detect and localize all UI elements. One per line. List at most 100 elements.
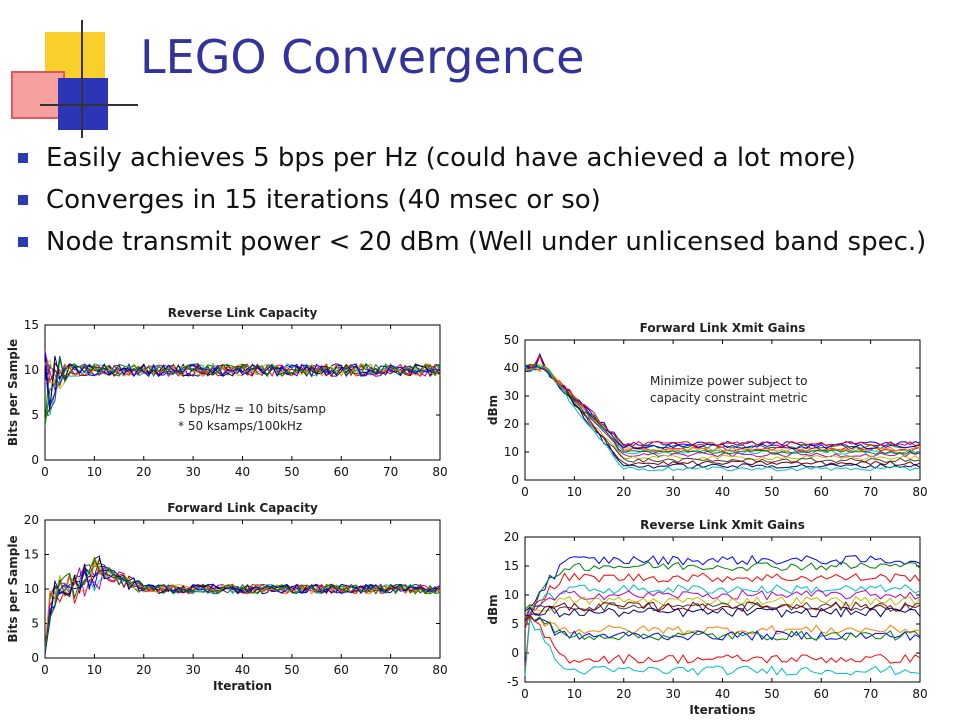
- reverse-link-xmit-gains-chart: Reverse Link Xmit Gains 0 10 20 30 40 50 60 70 80…: [480, 512, 950, 717]
- y-tick-label: 5: [31, 617, 39, 631]
- series-line: [524, 354, 921, 447]
- x-tick-label: 20: [616, 687, 631, 701]
- x-tick-label: 80: [912, 485, 927, 499]
- y-tick-label: 20: [504, 417, 519, 431]
- y-tick-label: 40: [504, 361, 519, 375]
- x-tick-label: 40: [715, 485, 730, 499]
- x-tick-label: 30: [665, 687, 680, 701]
- x-tick-label: 0: [521, 687, 529, 701]
- y-tick-label: 10: [504, 588, 519, 602]
- series-line: [524, 572, 921, 630]
- series-line: [524, 364, 921, 455]
- series-line: [524, 365, 921, 472]
- chart-annotation: Minimize power subject to: [650, 374, 807, 388]
- y-tick-label: 10: [24, 582, 39, 596]
- series-line: [524, 554, 921, 626]
- bullet-square-icon: [18, 153, 28, 163]
- series-line: [524, 589, 921, 622]
- bullet-text: Easily achieves 5 bps per Hz (could have…: [46, 143, 856, 173]
- x-tick-label: 80: [912, 687, 927, 701]
- y-tick-label: 15: [24, 318, 39, 332]
- series-line: [524, 595, 921, 617]
- x-tick-label: 40: [235, 465, 250, 479]
- series-line: [524, 364, 921, 464]
- series-line: [524, 584, 921, 625]
- series-line: [524, 354, 921, 458]
- x-tick-label: 50: [764, 485, 779, 499]
- series-line: [524, 615, 921, 641]
- series-line: [524, 601, 921, 622]
- chart-annotation: 5 bps/Hz = 10 bits/samp: [178, 402, 326, 416]
- plot-frame: [44, 324, 441, 461]
- x-tick-label: 70: [383, 465, 398, 479]
- series-line: [524, 561, 921, 610]
- bullet-item: Converges in 15 iterations (40 msec or s…: [18, 182, 938, 218]
- series-line: [524, 618, 921, 676]
- series-line: [44, 356, 441, 427]
- series-line: [524, 363, 921, 455]
- x-tick-label: 80: [432, 663, 447, 677]
- logo: [0, 0, 140, 140]
- y-tick-label: 50: [504, 333, 519, 347]
- x-tick-label: 50: [284, 465, 299, 479]
- chart-svg: Forward Link Xmit Gains 0 10 20 30 40 50 60 70 80…: [486, 321, 928, 499]
- chart-annotation: capacity constraint metric: [650, 391, 807, 405]
- series-line: [44, 569, 441, 653]
- bullet-item: Easily achieves 5 bps per Hz (could have…: [18, 140, 938, 176]
- x-tick-label: 60: [334, 663, 349, 677]
- x-tick-label: 20: [136, 663, 151, 677]
- y-tick-label: 5: [511, 617, 519, 631]
- series-line: [44, 558, 441, 651]
- y-axis-label: Bits per Sample: [6, 339, 20, 446]
- x-tick-label: 40: [715, 687, 730, 701]
- y-tick-label: 0: [511, 473, 519, 487]
- y-tick-label: 0: [31, 453, 39, 467]
- x-tick-label: 30: [185, 663, 200, 677]
- chart-title: Forward Link Capacity: [167, 501, 318, 515]
- x-tick-label: 60: [814, 687, 829, 701]
- slide-title: LEGO Convergence: [140, 30, 585, 84]
- x-tick-label: 10: [87, 663, 102, 677]
- y-tick-label: 10: [504, 445, 519, 459]
- chart-title: Reverse Link Xmit Gains: [640, 518, 805, 532]
- series-line: [524, 614, 921, 669]
- y-tick-label: 15: [504, 559, 519, 573]
- series-line: [44, 555, 441, 655]
- x-tick-label: 0: [521, 485, 529, 499]
- y-tick-label: 20: [24, 513, 39, 527]
- chart-svg: Reverse Link Capacity 0 10 20 30 40 50 60 70 80 0 5…: [6, 306, 448, 479]
- bullet-text: Node transmit power < 20 dBm (Well under…: [46, 227, 927, 257]
- x-tick-label: 10: [87, 465, 102, 479]
- series-line: [524, 606, 921, 618]
- y-tick-label: 0: [511, 646, 519, 660]
- series-line: [524, 613, 921, 636]
- x-tick-label: 20: [136, 465, 151, 479]
- y-axis-label: Bits per Sample: [6, 535, 20, 642]
- bullet-list: Easily achieves 5 bps per Hz (could have…: [18, 140, 938, 266]
- y-tick-label: 20: [504, 530, 519, 544]
- bullet-text: Converges in 15 iterations (40 msec or s…: [46, 185, 601, 215]
- x-tick-label: 30: [665, 485, 680, 499]
- chart-title: Reverse Link Capacity: [168, 306, 318, 320]
- forward-link-xmit-gains-chart: Forward Link Xmit Gains 0 10 20 30 40 50 60 70 80…: [480, 315, 950, 505]
- y-tick-label: 30: [504, 389, 519, 403]
- x-tick-label: 70: [383, 663, 398, 677]
- logo-graphic: [11, 20, 138, 138]
- chart-svg: Forward Link Capacity 0 10 20 30 40 50 60 70 80 0 5…: [6, 501, 448, 693]
- y-tick-label: 15: [24, 548, 39, 562]
- x-axis-label: Iteration: [213, 679, 272, 693]
- x-tick-label: 60: [814, 485, 829, 499]
- y-tick-label: 5: [31, 408, 39, 422]
- x-tick-label: 0: [41, 663, 49, 677]
- bullet-square-icon: [18, 195, 28, 205]
- x-axis-label: Iterations: [689, 703, 755, 717]
- y-axis-label: dBm: [486, 594, 500, 624]
- forward-link-capacity-chart: Forward Link Capacity 0 10 20 30 40 50 60 70 80 0 5…: [0, 498, 470, 703]
- chart-title: Forward Link Xmit Gains: [640, 321, 806, 335]
- y-tick-label: -5: [507, 675, 519, 689]
- plot-frame: [524, 536, 921, 683]
- x-tick-label: 20: [616, 485, 631, 499]
- x-tick-label: 30: [185, 465, 200, 479]
- x-tick-label: 80: [432, 465, 447, 479]
- x-tick-label: 40: [235, 663, 250, 677]
